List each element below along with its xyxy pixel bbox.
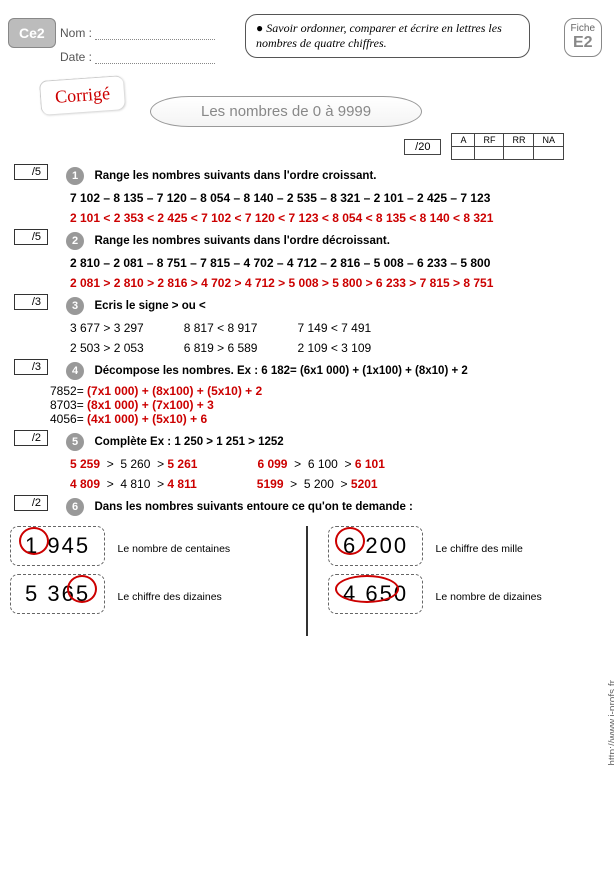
exercise-2: /5 2 Range les nombres suivants dans l'o… (10, 231, 604, 290)
exercise-5: /2 5 Complète Ex : 1 250 > 1 251 > 1252 … (10, 432, 604, 491)
exercise-number: 3 (66, 297, 84, 315)
q6-label: Le chiffre des dizaines (118, 591, 222, 603)
date-label: Date : (60, 50, 92, 64)
compare-cell: 7 149 < 7 491 (297, 321, 371, 335)
points-box: /2 (14, 495, 48, 511)
decomp-num: 8703= (50, 398, 84, 412)
seq-cell: 5199 > 5 200 > 5201 (257, 477, 378, 491)
seq-cell: 6 099 > 6 100 > 6 101 (257, 457, 384, 471)
q6-label: Le nombre de centaines (118, 543, 231, 555)
number-box: 5 365 (10, 574, 105, 614)
exercise-number: 4 (66, 362, 84, 380)
eval-col: A (452, 134, 475, 147)
total-score-box: /20 (404, 139, 441, 155)
decomp-num: 4056= (50, 412, 84, 426)
fiche-badge: Fiche E2 (564, 18, 602, 57)
exercise-data: 2 810 – 2 081 – 8 751 – 7 815 – 4 702 – … (70, 256, 604, 270)
q6-left-column: 1 945 Le nombre de centaines 5 365 Le ch… (10, 526, 286, 636)
points-box: /3 (14, 359, 48, 375)
column-divider (306, 526, 308, 636)
compare-cell: 6 819 > 6 589 (184, 341, 258, 355)
number-box: 6 200 (328, 526, 423, 566)
exercise-number: 6 (66, 498, 84, 516)
page-title: Les nombres de 0 à 9999 (150, 96, 422, 127)
decomp-answer: (7x1 000) + (8x100) + (5x10) + 2 (87, 384, 262, 398)
q6-right-column: 6 200 Le chiffre des mille 4 650 Le nomb… (328, 526, 604, 636)
exercise-4: /3 4 Décompose les nombres. Ex : 6 182= … (10, 361, 604, 426)
exercise-3: /3 3 Ecris le signe > ou < 3 677 > 3 297… (10, 296, 604, 355)
nom-label: Nom : (60, 26, 92, 40)
number-box: 4 650 (328, 574, 423, 614)
exercise-instruction: Range les nombres suivants dans l'ordre … (94, 235, 389, 247)
exercise-instruction: Décompose les nombres. Ex : 6 182= (6x1 … (94, 365, 467, 377)
exercise-1: /5 1 Range les nombres suivants dans l'o… (10, 166, 604, 225)
number-box: 1 945 (10, 526, 105, 566)
objective-box: ● Savoir ordonner, comparer et écrire en… (245, 14, 530, 58)
exercise-data: 7 102 – 8 135 – 7 120 – 8 054 – 8 140 – … (70, 191, 604, 205)
source-url: http://www.i-profs.fr (608, 680, 614, 766)
exercise-instruction: Dans les nombres suivants entoure ce qu'… (94, 501, 412, 513)
points-box: /3 (14, 294, 48, 310)
objective-text: Savoir ordonner, comparer et écrire en l… (256, 21, 502, 50)
eval-grid: A RF RR NA (451, 133, 564, 160)
eval-col: RR (504, 134, 534, 147)
exercise-instruction: Ecris le signe > ou < (94, 300, 205, 312)
corrige-stamp: Corrigé (39, 75, 125, 115)
level-badge: Ce2 (8, 18, 56, 48)
date-field[interactable] (95, 63, 215, 64)
nom-field[interactable] (95, 39, 215, 40)
decomp-num: 7852= (50, 384, 84, 398)
fiche-label: Fiche (571, 23, 595, 34)
fiche-code: E2 (571, 34, 595, 52)
objective-bullet: ● (256, 21, 266, 35)
decomp-answer: (8x1 000) + (7x100) + 3 (87, 398, 214, 412)
exercise-number: 5 (66, 433, 84, 451)
compare-cell: 2 109 < 3 109 (297, 341, 371, 355)
exercise-answer: 2 101 < 2 353 < 2 425 < 7 102 < 7 120 < … (70, 211, 604, 225)
points-box: /5 (14, 164, 48, 180)
exercise-instruction: Range les nombres suivants dans l'ordre … (94, 170, 376, 182)
eval-col: RF (475, 134, 504, 147)
seq-cell: 4 809 > 4 810 > 4 811 (70, 477, 197, 491)
q6-label: Le nombre de dizaines (436, 591, 542, 603)
exercise-instruction: Complète Ex : 1 250 > 1 251 > 1252 (94, 436, 283, 448)
compare-cell: 2 503 > 2 053 (70, 341, 144, 355)
eval-col: NA (534, 134, 564, 147)
exercise-number: 2 (66, 232, 84, 250)
compare-cell: 3 677 > 3 297 (70, 321, 144, 335)
seq-cell: 5 259 > 5 260 > 5 261 (70, 457, 197, 471)
compare-cell: 8 817 < 8 917 (184, 321, 258, 335)
points-box: /2 (14, 430, 48, 446)
q6-label: Le chiffre des mille (436, 543, 523, 555)
exercise-answer: 2 081 > 2 810 > 2 816 > 4 702 > 4 712 > … (70, 276, 604, 290)
exercise-number: 1 (66, 167, 84, 185)
decomp-answer: (4x1 000) + (5x10) + 6 (87, 412, 207, 426)
exercise-6: /2 6 Dans les nombres suivants entoure c… (10, 497, 604, 636)
points-box: /5 (14, 229, 48, 245)
